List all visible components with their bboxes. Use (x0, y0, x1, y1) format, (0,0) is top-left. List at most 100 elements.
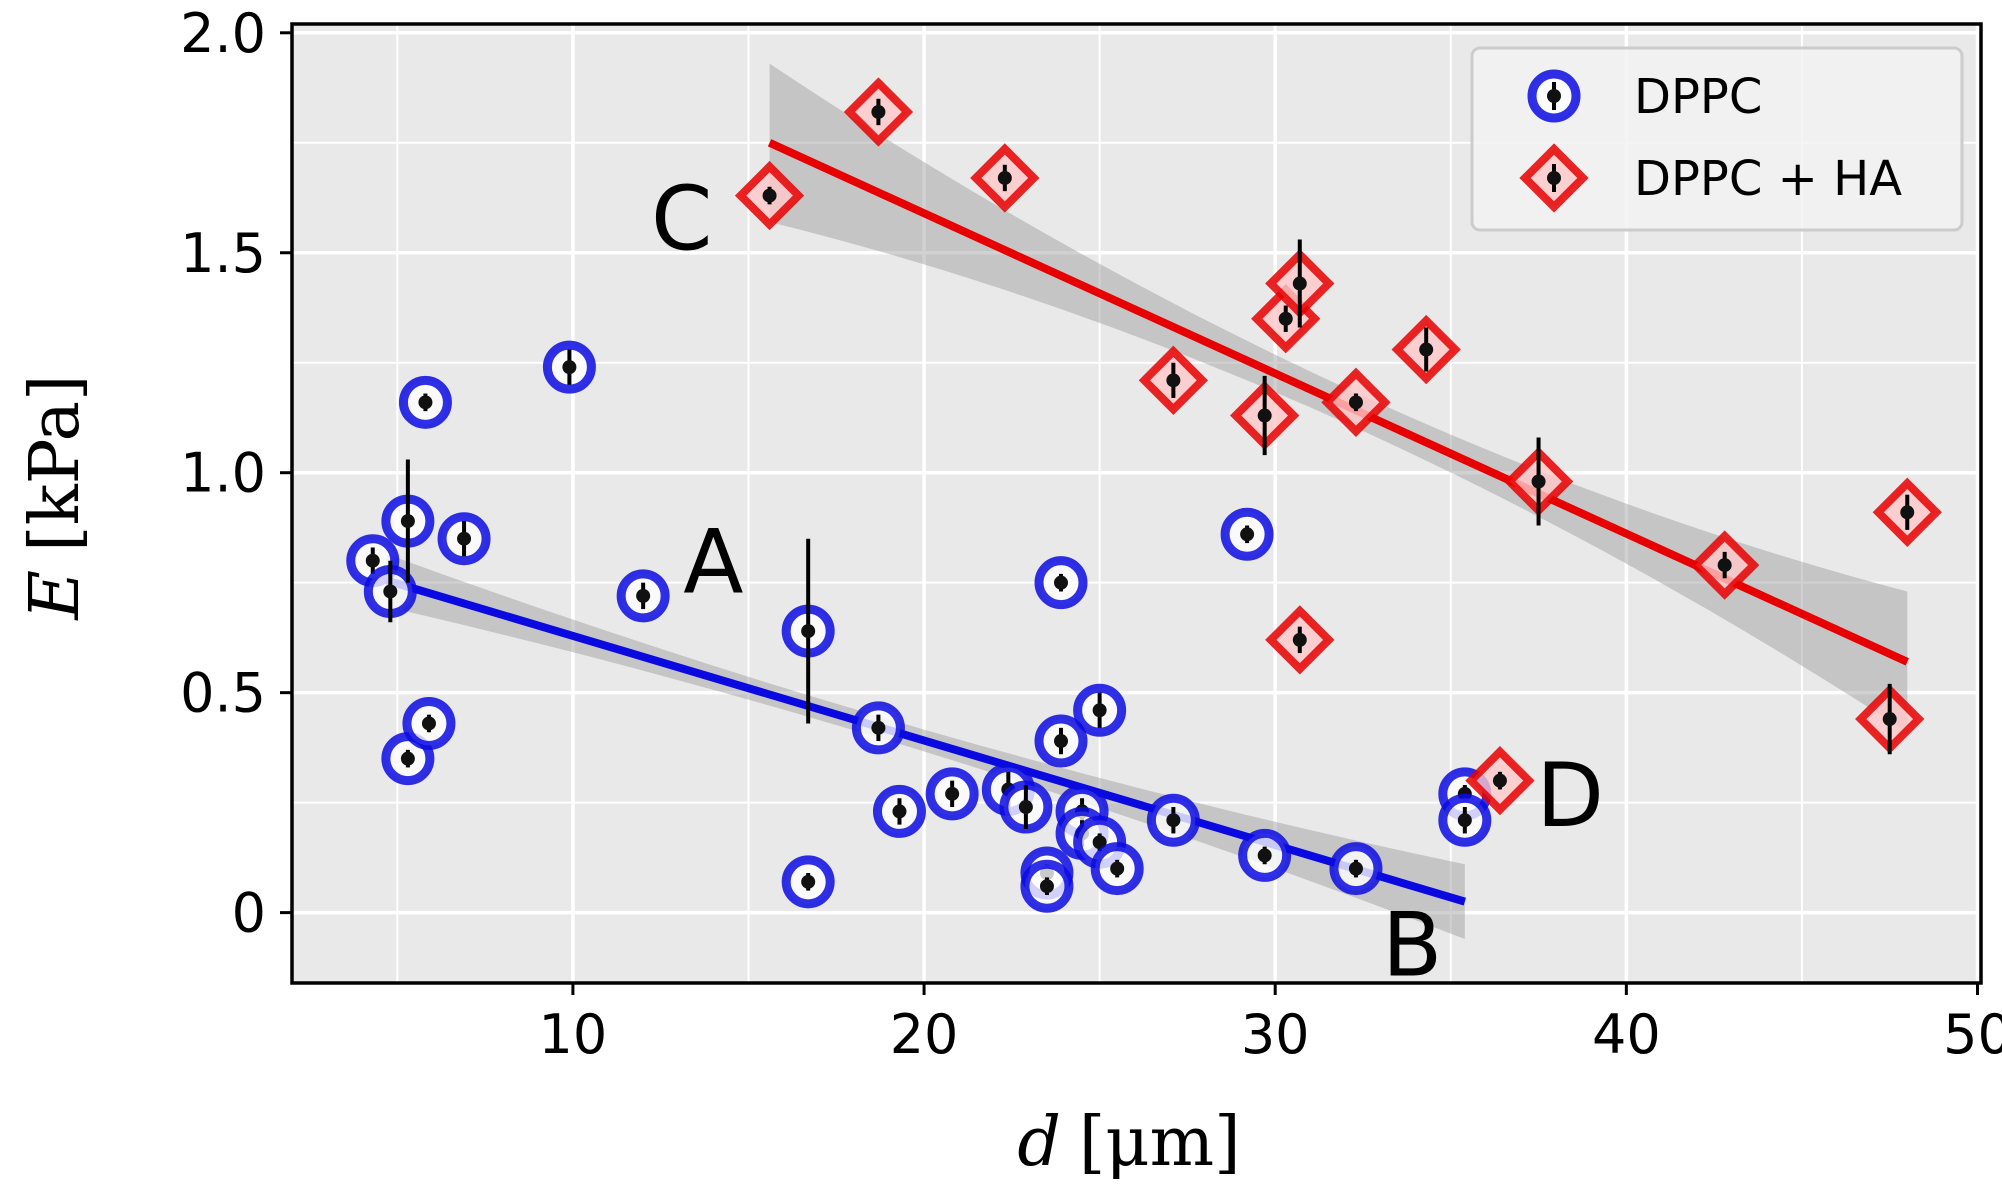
point-dot (383, 584, 398, 599)
point-dot (801, 874, 816, 889)
data-point (1265, 239, 1335, 328)
y-tick-label: 1.0 (180, 442, 266, 505)
data-point (851, 701, 905, 755)
point-dot (636, 588, 651, 603)
data-point (1220, 507, 1274, 561)
data-point (1465, 745, 1535, 816)
point-dot (1900, 505, 1915, 520)
data-point (437, 512, 491, 566)
data-point (1329, 842, 1383, 896)
data-point (1034, 714, 1088, 768)
point-dot (1492, 773, 1507, 788)
point-dot (400, 514, 415, 529)
legend-entry: DPPC (1527, 69, 1762, 125)
point-dot (1419, 342, 1434, 357)
point-dot (365, 553, 380, 568)
y-tick-label: 0.5 (180, 662, 266, 725)
point-dot (1018, 800, 1033, 815)
legend-marker (1519, 143, 1589, 213)
y-axis-symbol: E (16, 570, 95, 622)
y-tick-label: 1.5 (180, 222, 266, 285)
point-dot (1348, 861, 1363, 876)
data-point (1090, 842, 1144, 896)
x-tick-label: 20 (890, 1003, 959, 1066)
point-dot (1457, 813, 1472, 828)
data-point (1034, 556, 1088, 610)
series-dppc (346, 340, 1492, 913)
axes-frame (290, 22, 1983, 985)
point-dot (1292, 276, 1307, 291)
y-axis-unit: [kPa] (16, 374, 95, 552)
point-dot (1166, 373, 1181, 388)
point-dot (418, 395, 433, 410)
x-tick-label: 50 (1943, 1003, 2002, 1066)
data-markers (346, 77, 1942, 913)
point-dot (1547, 171, 1561, 185)
data-point (1146, 793, 1200, 847)
point-dot (1110, 861, 1125, 876)
point-dot (871, 720, 886, 735)
data-point (1073, 683, 1127, 737)
data-point (402, 696, 456, 750)
point-dot (1054, 734, 1069, 749)
data-point (1438, 793, 1492, 847)
point-dot (1278, 311, 1293, 326)
y-axis-label: E [kPa] (16, 374, 95, 621)
x-axis-symbol: d (1017, 1103, 1061, 1182)
x-axis-label: d [μm] (1017, 1103, 1240, 1182)
data-point (1238, 828, 1292, 882)
point-dot (1348, 395, 1363, 410)
point-dot (1240, 527, 1255, 542)
data-point (925, 767, 979, 821)
series-dppc-ha (734, 77, 1942, 816)
point-dot (1054, 575, 1069, 590)
point-dot (801, 624, 816, 639)
point-dot (1547, 89, 1561, 103)
point-dot (1531, 474, 1546, 489)
point-dot (1717, 558, 1732, 573)
data-point (1020, 859, 1074, 913)
point-dot (945, 786, 960, 801)
point-dot (421, 716, 436, 731)
point-dot (562, 360, 577, 375)
point-dot (400, 751, 415, 766)
data-point (363, 560, 417, 623)
y-tick-label: 0 (232, 882, 266, 945)
data-point (398, 375, 452, 429)
legend: DPPC DPPC + HA (1470, 46, 1964, 232)
fit-band-dppc (386, 554, 1465, 939)
point-dot (762, 188, 777, 203)
data-point (781, 855, 835, 909)
legend-entry: DPPC + HA (1519, 143, 1902, 213)
data-point (1321, 367, 1391, 437)
data-point (616, 569, 670, 623)
point-dot (1092, 703, 1107, 718)
legend-label: DPPC (1634, 69, 1762, 125)
data-point (1138, 345, 1209, 415)
annotation-c: C (651, 168, 712, 271)
data-point (1391, 314, 1461, 385)
point-dot (1292, 632, 1307, 647)
data-point (999, 780, 1053, 834)
data-point (734, 160, 805, 231)
x-axis-unit: [μm] (1079, 1103, 1241, 1182)
point-dot (997, 170, 1012, 185)
x-tick-label: 10 (539, 1003, 608, 1066)
point-dot (1039, 879, 1054, 894)
data-point (1503, 437, 1574, 526)
point-dot (871, 104, 886, 119)
x-tick-label: 40 (1592, 1003, 1661, 1066)
point-dot (1257, 408, 1272, 423)
legend-box (1470, 46, 1964, 232)
data-point (1690, 530, 1760, 600)
point-annotations: A B C D (651, 168, 1604, 997)
data-point (872, 784, 926, 838)
data-point (1872, 477, 1942, 547)
data-point (843, 77, 914, 147)
point-dot (1882, 712, 1897, 727)
plot-frame (290, 22, 1983, 985)
data-point (1265, 605, 1335, 675)
data-point (381, 459, 435, 583)
point-dot (1092, 835, 1107, 850)
